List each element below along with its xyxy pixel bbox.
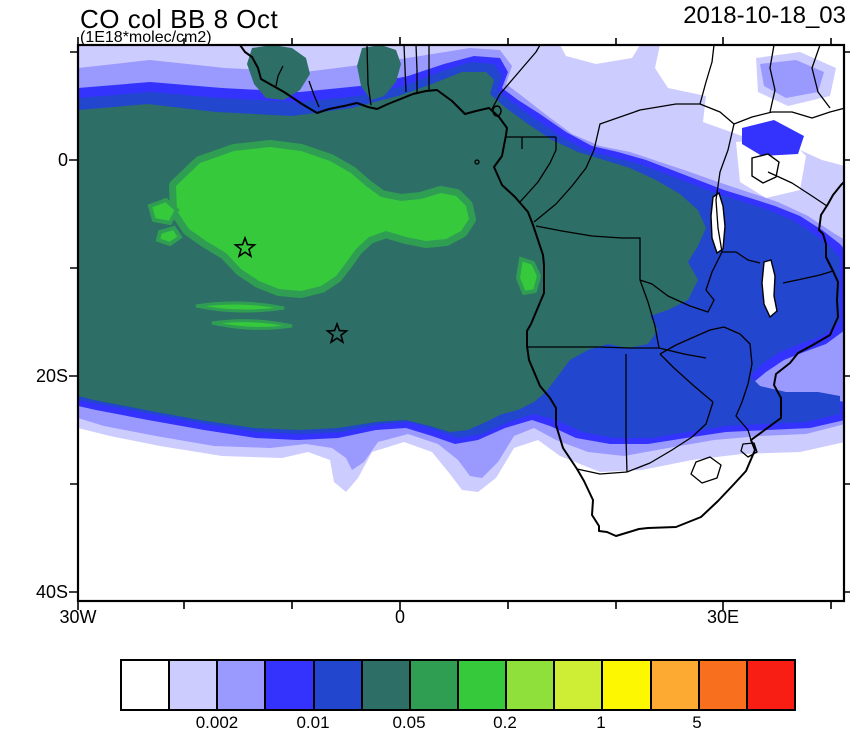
fire-location-markers [233, 235, 349, 344]
units-subtitle: (1E18*molec/cm2) [80, 29, 212, 46]
colorbar-cell [410, 661, 459, 709]
bioko-island [492, 105, 502, 117]
colorbar-label: 5 [692, 713, 702, 732]
map-frame [76, 43, 846, 603]
y-axis-tick-label-20s: 20S [35, 366, 68, 386]
y-axis-tick-label-40s: 40S [35, 582, 68, 602]
colorbar-label: 0.05 [392, 713, 426, 732]
axis-ticks [69, 37, 850, 610]
lake-victoria [751, 153, 780, 184]
lesotho-border [690, 456, 722, 484]
contour-periwinkle-patch [760, 60, 824, 98]
star-marker [233, 235, 257, 258]
contour-green-bit [155, 225, 183, 247]
star-marker [325, 321, 349, 344]
country-borders [275, 45, 844, 484]
contour-green-bit [147, 197, 180, 226]
x-axis-tick-label-30w: 30W [59, 607, 97, 627]
colorbar-cell [603, 661, 652, 709]
colorbar-cell [362, 661, 411, 709]
colorbar-cell [458, 661, 508, 709]
colorbar-cell [507, 661, 556, 709]
colorbar-label: 0.2 [493, 713, 517, 732]
colorbar-label: 0.01 [296, 713, 330, 732]
colorbar-cell [122, 661, 171, 709]
page-title: CO col BB 8 Oct [80, 4, 279, 34]
contour-white-patch [560, 45, 640, 64]
colorbar-cell [747, 661, 794, 709]
x-axis-tick-label-0: 0 [394, 607, 405, 627]
contour-green-sliver [515, 256, 542, 296]
contour-green-streak [195, 301, 285, 313]
contour-green-streak [211, 319, 293, 330]
colorbar-wrap: 0.002 0.01 0.05 0.2 1 5 [120, 659, 796, 735]
colorbar-cell [555, 661, 604, 709]
colorbar-cell [699, 661, 748, 709]
colorbar-label: 0.002 [195, 713, 239, 732]
colorbar-cell [651, 661, 700, 709]
colorbar-cell [170, 661, 219, 709]
y-axis-tick-label-0: 0 [57, 150, 68, 170]
colorbar-label: 1 [596, 713, 606, 732]
africa-coastline [239, 45, 844, 537]
eswatini-border [740, 442, 758, 458]
colorbar-cell [314, 661, 363, 709]
x-axis-tick-label-30e: 30E [706, 607, 740, 627]
contour-blue-patch [742, 120, 804, 156]
contour-teal-land-patch [247, 45, 310, 100]
lake-malawi [761, 259, 778, 319]
colorbar-cell [218, 661, 267, 709]
colorbar-cell [266, 661, 315, 709]
contour-white-patch [690, 45, 760, 76]
sao-tome-island [474, 159, 480, 165]
contour-field [78, 45, 844, 601]
timestamp-label: 2018-10-18_03 [683, 2, 846, 29]
colorbar [120, 659, 796, 711]
